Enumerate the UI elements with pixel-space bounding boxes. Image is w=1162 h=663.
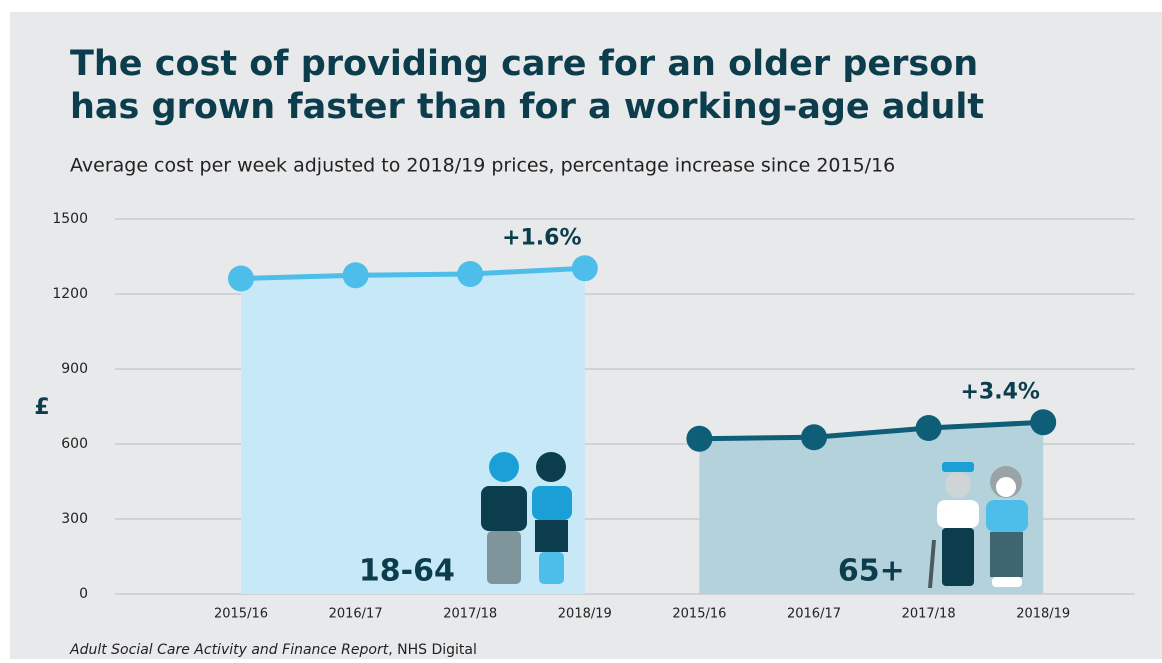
marker [228, 265, 254, 292]
plot: 0 300 600 900 1200 1500 2015/16 2016/17 2017/18 2… [52, 211, 1135, 622]
person-icon [945, 472, 971, 498]
x-tick-label: 2018/19 [1016, 607, 1070, 622]
x-tick-label: 2015/16 [214, 607, 268, 622]
marker [686, 425, 713, 452]
person-icon [990, 532, 1023, 577]
series-label: 18-64 [359, 554, 455, 589]
change-label: +3.4% [960, 379, 1039, 404]
person-icon [996, 477, 1016, 497]
area [241, 268, 585, 594]
person-icon [487, 531, 521, 584]
person-icon [986, 500, 1028, 532]
person-icon [942, 462, 974, 472]
x-tick-label: 2018/19 [558, 607, 612, 622]
change-label: +1.6% [502, 225, 581, 250]
y-tick-label: 600 [61, 436, 88, 452]
chart-title: The cost of providing care for an older … [70, 44, 978, 84]
x-tick-label: 2016/17 [787, 607, 841, 622]
person-icon [535, 520, 568, 552]
x-tick-label: 2016/17 [329, 607, 383, 622]
y-tick-label: 300 [61, 511, 88, 527]
x-tick-label: 2015/16 [672, 607, 726, 622]
y-axis-label: £ [34, 395, 49, 420]
cane [928, 539, 936, 589]
chart-subtitle: Average cost per week adjusted to 2018/1… [70, 155, 895, 177]
chart-title: has grown faster than for a working-age … [70, 87, 984, 127]
y-tick-label: 0 [79, 586, 88, 602]
marker [915, 415, 942, 441]
person-icon [536, 452, 566, 482]
source-rest: , NHS Digital [388, 642, 477, 658]
person-icon [992, 577, 1022, 587]
person-icon [481, 486, 527, 531]
person-icon [539, 552, 564, 584]
marker [457, 261, 484, 287]
person-icon [489, 452, 519, 482]
marker [571, 255, 598, 282]
source: Adult Social Care Activity and Finance R… [69, 642, 477, 658]
source-title: Adult Social Care Activity and Finance R… [69, 642, 389, 658]
series-label: 65+ [838, 554, 905, 589]
marker [801, 424, 827, 451]
line [699, 419, 1044, 442]
line [240, 265, 585, 281]
marker [1030, 409, 1057, 436]
person-icon [942, 528, 974, 586]
x-tick-label: 2017/18 [902, 607, 956, 622]
y-tick-label: 900 [61, 361, 88, 377]
x-tick-label: 2017/18 [443, 607, 497, 622]
marker [342, 262, 369, 289]
y-tick-label: 1200 [52, 286, 88, 302]
icons [481, 452, 1028, 589]
person-icon [532, 486, 572, 520]
y-tick-label: 1500 [52, 211, 88, 227]
person-icon [937, 500, 979, 528]
